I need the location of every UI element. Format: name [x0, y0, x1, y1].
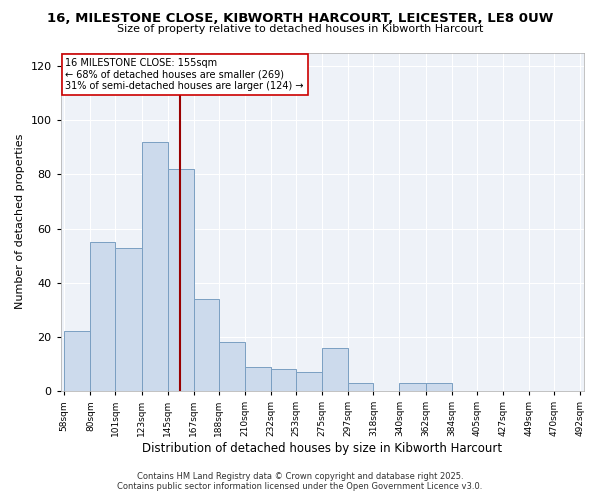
Bar — [64, 332, 91, 391]
Bar — [400, 383, 425, 391]
Bar — [296, 372, 322, 391]
Bar — [142, 142, 167, 391]
X-axis label: Distribution of detached houses by size in Kibworth Harcourt: Distribution of detached houses by size … — [142, 442, 502, 455]
Bar — [349, 383, 373, 391]
Bar — [271, 370, 296, 391]
Bar — [219, 342, 245, 391]
Text: 16, MILESTONE CLOSE, KIBWORTH HARCOURT, LEICESTER, LE8 0UW: 16, MILESTONE CLOSE, KIBWORTH HARCOURT, … — [47, 12, 553, 26]
Bar — [322, 348, 349, 391]
Bar — [245, 366, 271, 391]
Text: Contains HM Land Registry data © Crown copyright and database right 2025.
Contai: Contains HM Land Registry data © Crown c… — [118, 472, 482, 491]
Bar — [91, 242, 115, 391]
Y-axis label: Number of detached properties: Number of detached properties — [15, 134, 25, 310]
Bar — [194, 299, 219, 391]
Bar — [167, 169, 194, 391]
Text: Size of property relative to detached houses in Kibworth Harcourt: Size of property relative to detached ho… — [117, 24, 483, 34]
Bar — [425, 383, 452, 391]
Text: 16 MILESTONE CLOSE: 155sqm
← 68% of detached houses are smaller (269)
31% of sem: 16 MILESTONE CLOSE: 155sqm ← 68% of deta… — [65, 58, 304, 91]
Bar — [115, 248, 142, 391]
